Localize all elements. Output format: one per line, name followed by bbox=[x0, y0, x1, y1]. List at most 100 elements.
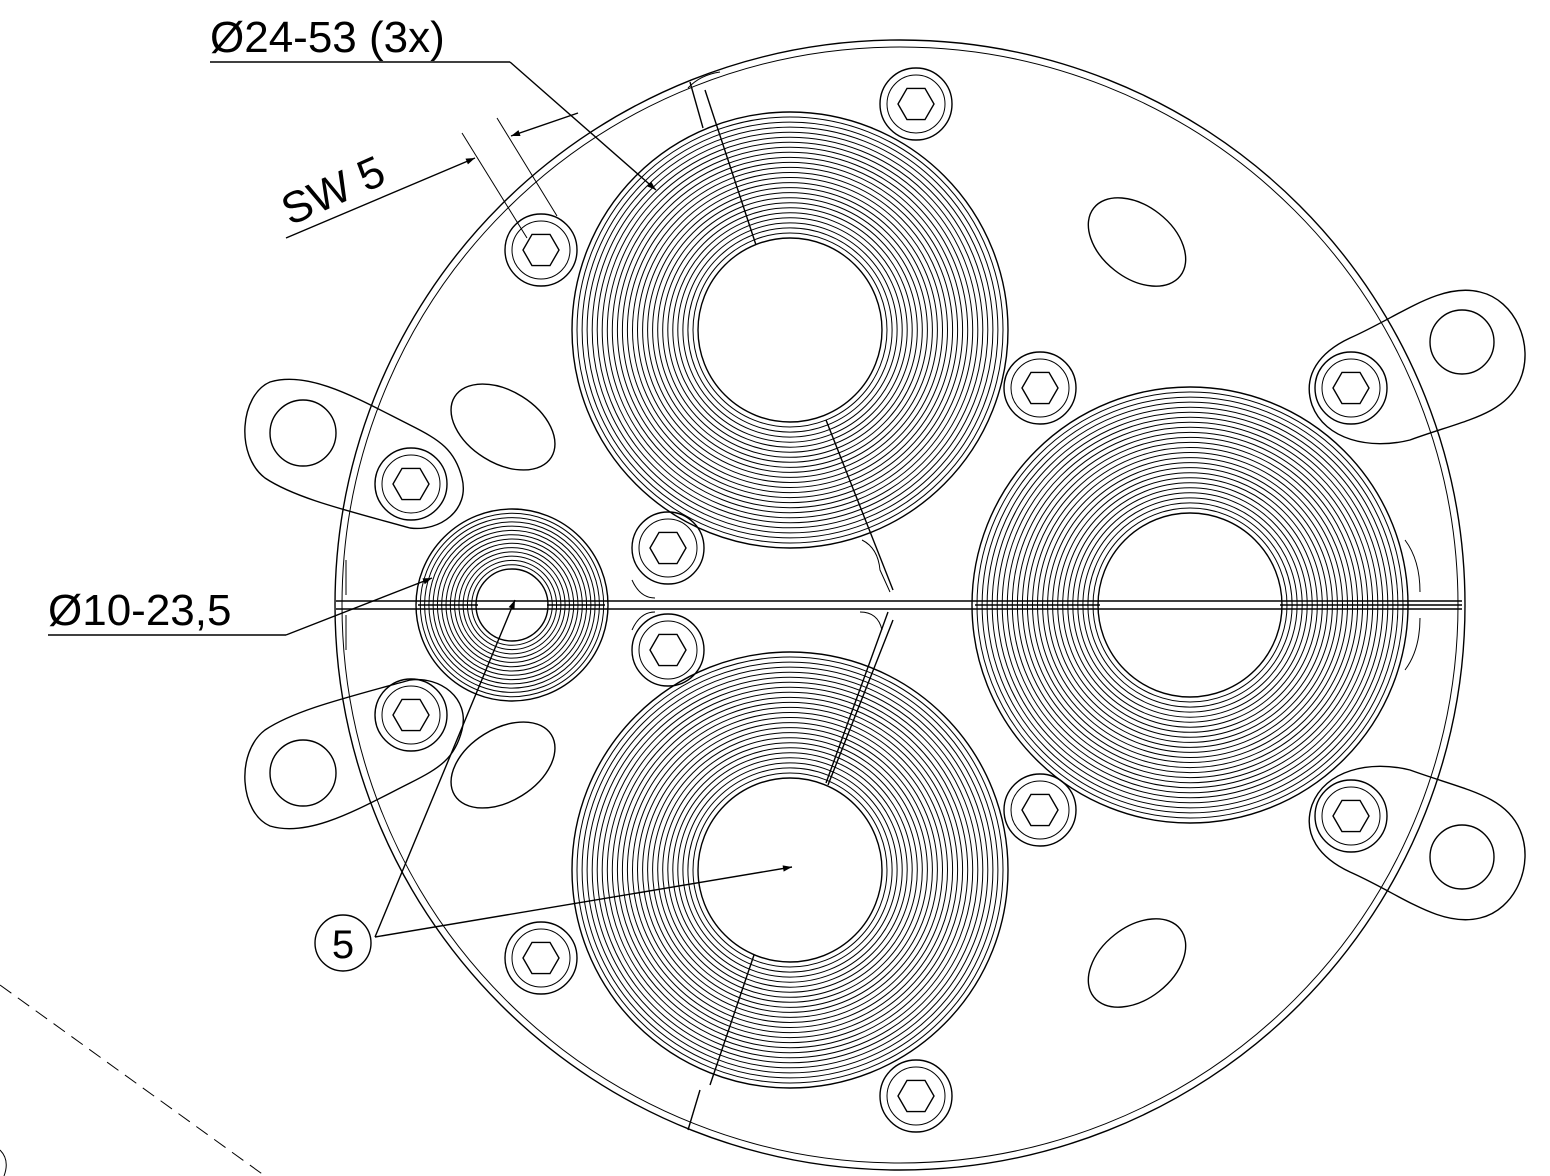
seal-ring bbox=[637, 717, 943, 1023]
dimension-large-diameter: Ø24-53 (3x) bbox=[210, 13, 657, 191]
seal-ring bbox=[1097, 512, 1283, 698]
seal-ring bbox=[682, 222, 898, 438]
screw-head-inner bbox=[886, 1066, 946, 1126]
seal-ring bbox=[672, 752, 908, 988]
hex-socket-icon bbox=[897, 87, 935, 121]
hex-socket-icon bbox=[649, 633, 687, 667]
seal-ring bbox=[415, 508, 609, 702]
hex-socket-icon bbox=[392, 698, 430, 732]
seal-ring bbox=[475, 568, 549, 642]
seal-ring bbox=[1087, 502, 1293, 708]
dimension-small-diameter: Ø10-23,5 bbox=[48, 577, 433, 636]
seal-ring bbox=[616, 156, 964, 504]
hex-socket-icon bbox=[1332, 371, 1370, 405]
label-large-diameter: Ø24-53 (3x) bbox=[210, 13, 445, 62]
seal-ring bbox=[571, 651, 1009, 1089]
seal-ring bbox=[581, 121, 999, 539]
screw-head-inner bbox=[638, 518, 698, 578]
seal-ring bbox=[677, 217, 903, 443]
seal-ring bbox=[601, 681, 979, 1059]
seal-ring bbox=[662, 742, 918, 998]
seal-ring bbox=[667, 207, 913, 453]
screw-head-inner bbox=[1010, 358, 1070, 418]
seal-ring bbox=[667, 747, 913, 993]
seal-ring bbox=[1062, 477, 1318, 733]
screw-head bbox=[1314, 351, 1388, 425]
hex-socket-icon bbox=[1332, 799, 1370, 833]
screw-head-inner bbox=[511, 220, 571, 280]
seal-ring bbox=[596, 676, 984, 1064]
hex-socket-icon bbox=[392, 467, 430, 501]
seal-ring bbox=[576, 116, 1004, 544]
screw-head-inner bbox=[381, 685, 441, 745]
seal-ring bbox=[591, 671, 989, 1069]
screw-head bbox=[1003, 773, 1077, 847]
seal-ring bbox=[632, 712, 948, 1028]
screw-head bbox=[1314, 779, 1388, 853]
screw-head bbox=[631, 613, 705, 687]
seal-ring bbox=[616, 696, 964, 1044]
seal-ring bbox=[571, 111, 1009, 549]
seal-ring bbox=[672, 212, 908, 448]
seal-ring bbox=[687, 767, 893, 973]
seal-ring bbox=[586, 126, 994, 534]
screw-head-inner bbox=[886, 74, 946, 134]
seal-ring bbox=[626, 706, 954, 1034]
oval-recesses bbox=[450, 197, 1187, 1008]
label-wrench-size: SW 5 bbox=[274, 147, 392, 236]
screw-head bbox=[631, 511, 705, 585]
seal-ring bbox=[692, 772, 888, 968]
item-balloon: 5 bbox=[314, 599, 793, 972]
seal-ring bbox=[606, 686, 974, 1054]
seal-ring bbox=[632, 172, 948, 488]
seal-ring bbox=[647, 727, 933, 1013]
mounting-lugs bbox=[244, 289, 1526, 921]
seal-ring bbox=[642, 722, 938, 1018]
hex-socket-icon bbox=[1021, 793, 1059, 827]
label-small-diameter: Ø10-23,5 bbox=[48, 586, 231, 635]
seal-ring bbox=[637, 177, 943, 483]
ring-slits bbox=[418, 89, 1462, 1086]
seal-ring bbox=[621, 161, 959, 499]
screw-head bbox=[504, 213, 578, 287]
split-lines bbox=[336, 71, 1462, 1131]
seal-ring bbox=[471, 564, 553, 646]
screw-head bbox=[374, 678, 448, 752]
screw-head bbox=[879, 67, 953, 141]
seal-ring bbox=[1067, 482, 1313, 728]
screw-head-inner bbox=[1321, 786, 1381, 846]
item-number: 5 bbox=[332, 923, 354, 967]
seal-ring bbox=[1082, 497, 1298, 713]
seal-ring bbox=[642, 182, 938, 478]
dimension-wrench-size: SW 5 bbox=[274, 112, 579, 239]
hex-socket-icon bbox=[897, 1079, 935, 1113]
screw-head bbox=[374, 447, 448, 521]
seal-module-top bbox=[571, 111, 1009, 549]
seal-ring bbox=[586, 666, 994, 1074]
screw-head-inner bbox=[1010, 780, 1070, 840]
seal-ring bbox=[1072, 487, 1308, 723]
seal-ring bbox=[697, 777, 883, 963]
seal-ring bbox=[581, 661, 999, 1079]
screw-head-inner bbox=[1321, 358, 1381, 418]
seal-ring bbox=[626, 166, 954, 494]
seal-ring bbox=[682, 762, 898, 978]
hex-socket-screws bbox=[374, 67, 1388, 1133]
seal-ring bbox=[466, 559, 558, 651]
seal-ring bbox=[662, 202, 918, 458]
seal-ring bbox=[576, 656, 1004, 1084]
seal-ring bbox=[611, 691, 969, 1049]
seal-ring bbox=[657, 737, 923, 1003]
seal-ring bbox=[596, 136, 984, 524]
seal-module-bottom bbox=[571, 651, 1009, 1089]
seal-ring bbox=[1092, 507, 1288, 703]
hex-socket-icon bbox=[522, 941, 560, 975]
seal-ring bbox=[692, 232, 888, 428]
hex-socket-icon bbox=[1021, 371, 1059, 405]
seal-ring bbox=[606, 146, 974, 514]
reference-line bbox=[0, 984, 266, 1176]
seal-ring bbox=[611, 151, 969, 509]
seal-ring bbox=[591, 131, 989, 529]
seal-ring bbox=[657, 197, 923, 463]
screw-head-inner bbox=[638, 620, 698, 680]
